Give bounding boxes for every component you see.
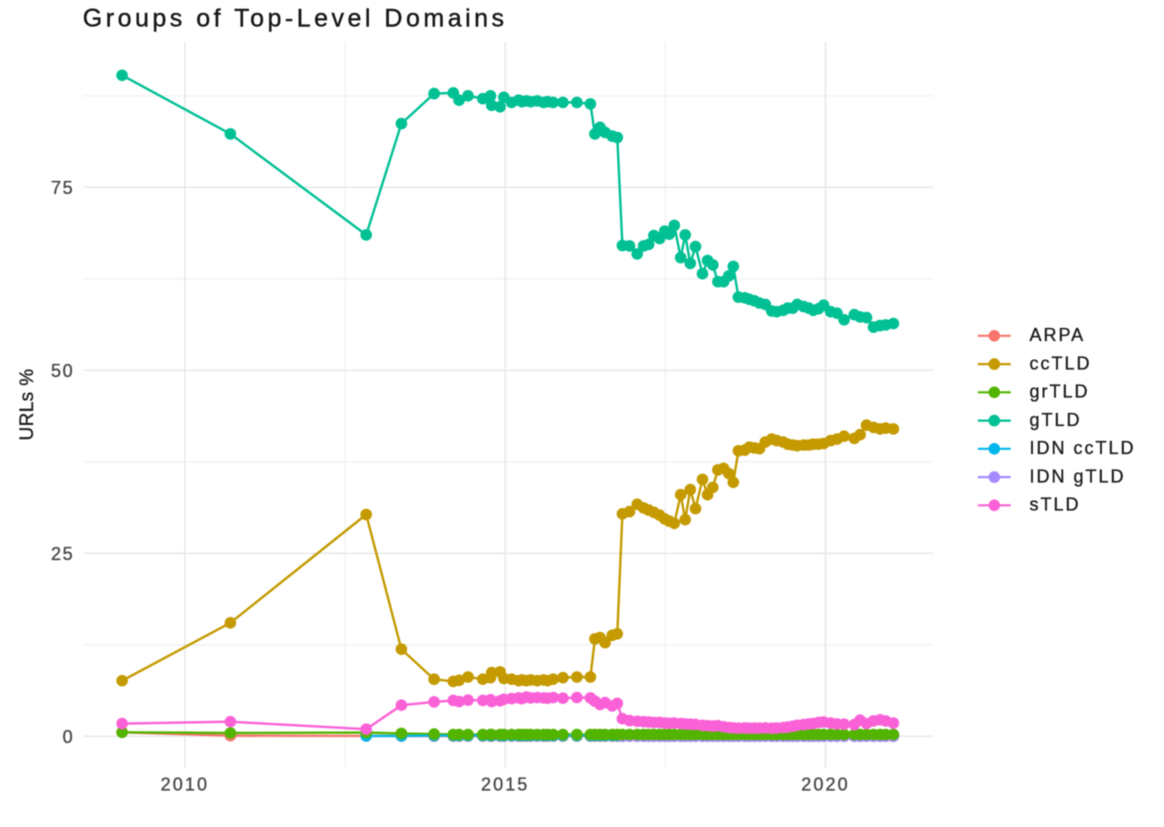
svg-text:IDN ccTLD: IDN ccTLD	[1030, 438, 1136, 458]
svg-text:0: 0	[63, 727, 75, 747]
svg-text:URLs %: URLs %	[17, 368, 38, 440]
svg-text:2010: 2010	[161, 775, 209, 795]
svg-text:50: 50	[51, 361, 74, 381]
svg-text:gTLD: gTLD	[1030, 410, 1082, 430]
svg-text:IDN gTLD: IDN gTLD	[1030, 466, 1126, 486]
svg-text:ARPA: ARPA	[1030, 325, 1086, 345]
svg-text:Groups of Top-Level Domains: Groups of Top-Level Domains	[83, 5, 508, 33]
svg-text:2015: 2015	[481, 775, 529, 795]
svg-text:sTLD: sTLD	[1030, 495, 1081, 515]
svg-text:grTLD: grTLD	[1030, 382, 1090, 402]
svg-text:2020: 2020	[801, 775, 849, 795]
svg-text:ccTLD: ccTLD	[1030, 353, 1092, 373]
svg-text:75: 75	[51, 178, 74, 198]
svg-text:25: 25	[51, 544, 74, 564]
